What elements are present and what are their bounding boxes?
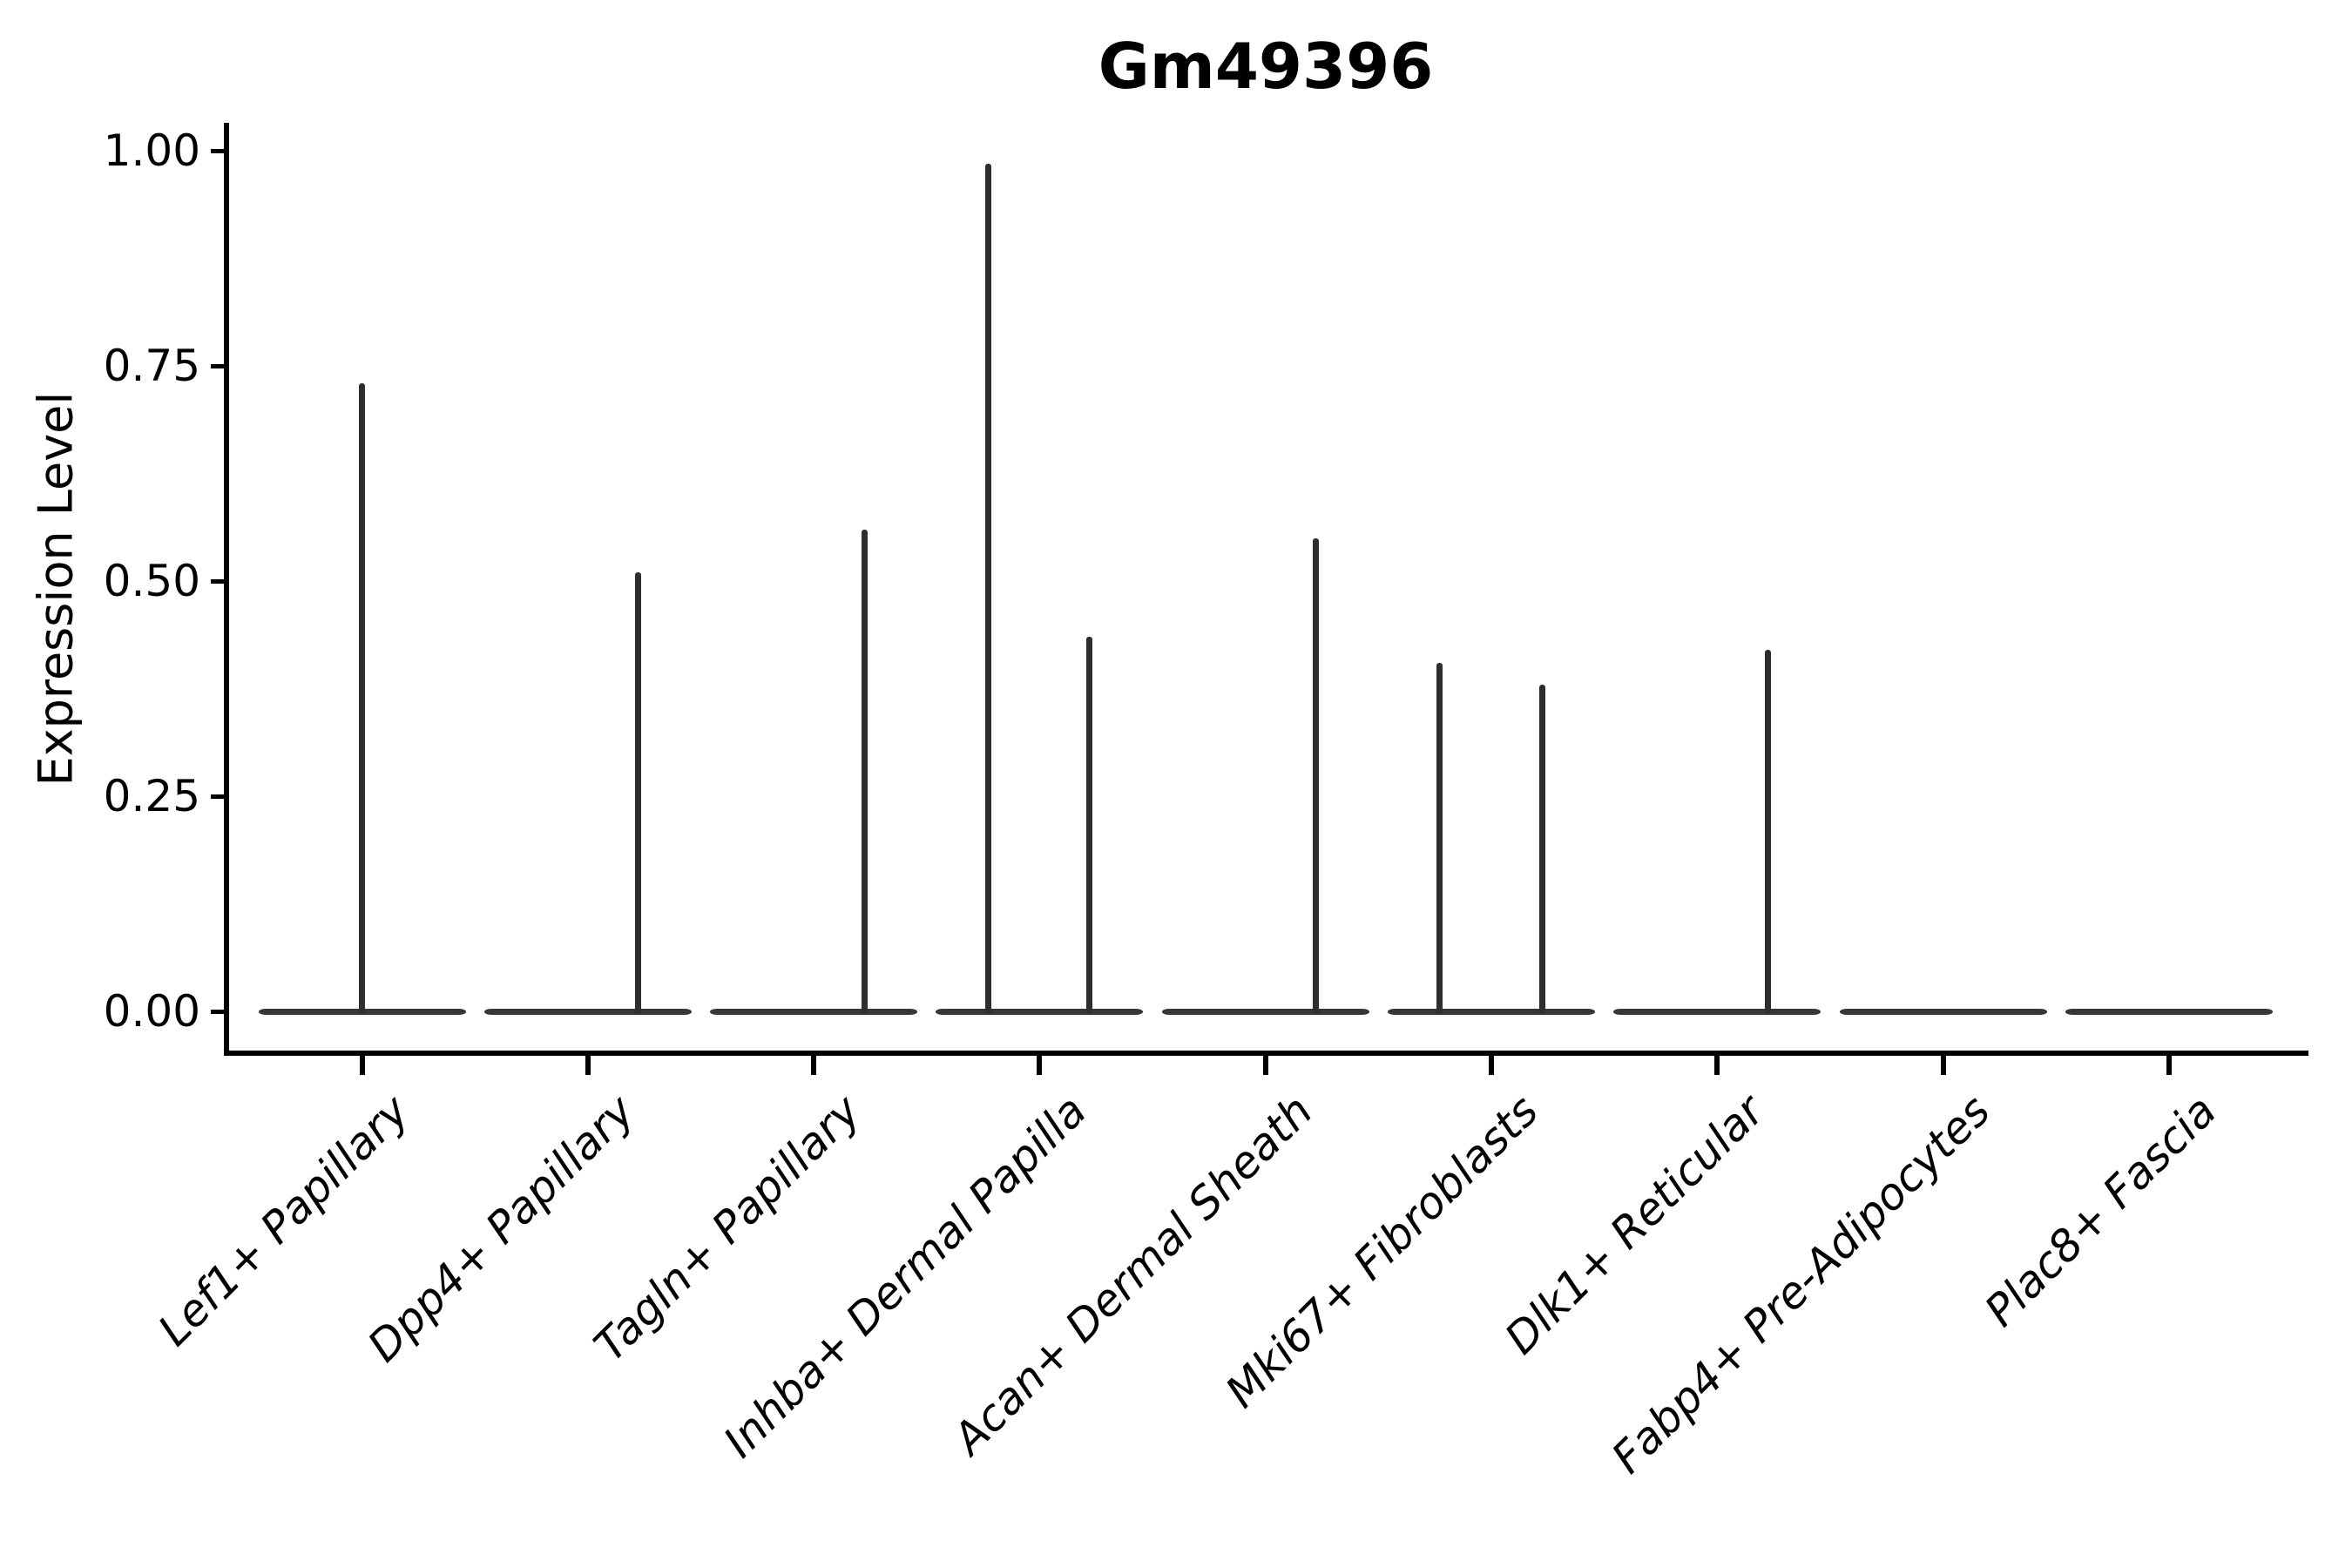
violin-base: [2065, 1008, 2273, 1015]
y-axis-spine: [224, 123, 229, 1056]
violin-spike: [635, 572, 642, 1013]
x-axis-tick: [1489, 1056, 1494, 1075]
y-tick-label: 0.75: [103, 341, 200, 391]
violin-spike: [861, 529, 868, 1013]
violin-spike: [984, 163, 991, 1013]
violin-base: [1839, 1008, 2047, 1015]
x-axis-tick: [359, 1056, 365, 1075]
x-axis-tick: [811, 1056, 817, 1075]
violin-base: [1161, 1008, 1369, 1015]
violin-spike: [1764, 650, 1771, 1013]
plot-title: Gm49396: [1098, 30, 1434, 103]
x-axis-tick: [1037, 1056, 1043, 1075]
y-tick-label: 1.00: [103, 125, 200, 176]
y-axis-tick: [211, 363, 224, 368]
violin-base: [1388, 1008, 1595, 1015]
y-tick-label: 0.25: [103, 771, 200, 821]
violin-spike: [1436, 662, 1443, 1013]
x-axis-tick: [1714, 1056, 1720, 1075]
x-axis-spine: [224, 1051, 2308, 1056]
violin-spike: [1313, 537, 1320, 1013]
violin-base: [483, 1008, 692, 1015]
y-tick-label: 0.00: [103, 986, 200, 1037]
violin-spike: [1085, 637, 1092, 1013]
x-axis-tick: [1940, 1056, 1946, 1075]
violin-spike: [1538, 684, 1545, 1013]
y-tick-label: 0.50: [103, 556, 200, 606]
x-axis-tick: [1262, 1056, 1268, 1075]
y-axis-tick: [211, 578, 224, 584]
violin-base: [936, 1008, 1144, 1015]
y-axis-tick: [211, 1009, 224, 1014]
y-axis-tick: [211, 148, 224, 153]
x-tick-label-category: Acan+ Dermal Sheath: [943, 1085, 1322, 1464]
x-axis-tick: [585, 1056, 591, 1075]
violin-spike: [359, 382, 365, 1013]
x-tick-label-category: Inhba+ Dermal Papilla: [713, 1085, 1097, 1468]
violin-base: [1613, 1008, 1821, 1015]
y-axis-tick: [211, 794, 224, 799]
violin-base: [710, 1008, 918, 1015]
x-axis-tick: [2166, 1056, 2172, 1075]
x-tick-label-category: Plac8+ Fascia: [1974, 1085, 2226, 1336]
x-tick-label-category: Fabp4+ Pre-Adipocytes: [1602, 1085, 2000, 1484]
